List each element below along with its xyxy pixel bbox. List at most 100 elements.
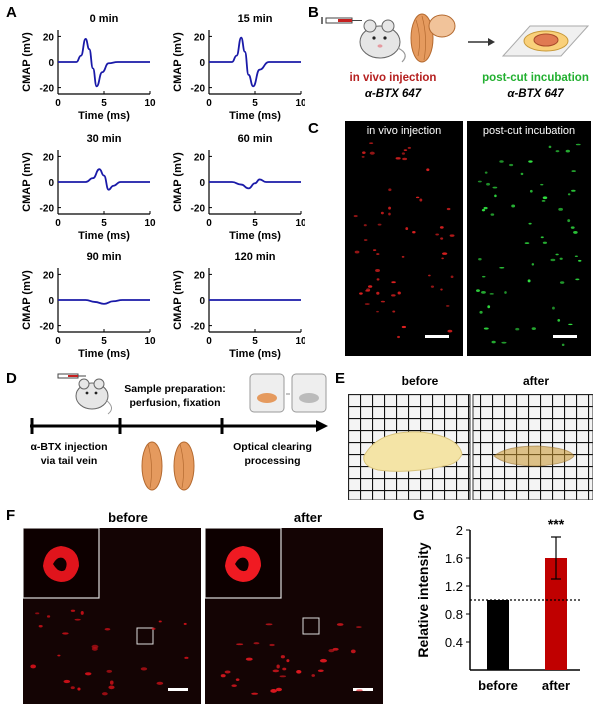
fluorescent-spot [528, 222, 532, 225]
x-tick-label: 5 [252, 218, 258, 229]
fluorescent-spot [439, 226, 444, 229]
x-axis-label: Time (ms) [229, 230, 281, 242]
fluorescent-spot [478, 258, 482, 261]
y-tick-label: 0 [199, 58, 205, 69]
fluorescent-spot [541, 200, 546, 202]
nmj-image-after [204, 527, 383, 704]
fluorescent-spot [446, 207, 451, 211]
fluorescent-spot [332, 647, 339, 651]
green-dots [476, 143, 582, 346]
fluorescent-spot [578, 259, 582, 262]
y-tick-label: 20 [43, 270, 55, 281]
nmj-red-dots [22, 527, 189, 696]
x-tick-label: 0 [55, 98, 61, 109]
fluorescent-spot [476, 289, 480, 292]
plot-title: 90 min [87, 251, 122, 263]
fluorescent-spot [401, 152, 406, 155]
fluorescent-spot [561, 343, 565, 346]
fluorescent-spot [270, 689, 277, 693]
fluorescent-spot [542, 241, 548, 244]
zoom-inset [22, 527, 100, 599]
fluorescent-spot [220, 674, 226, 678]
cmap-trace [58, 38, 150, 88]
fluorescent-spot [415, 196, 420, 199]
panel-label-a: A [6, 4, 17, 21]
bar [545, 558, 567, 670]
fluorescent-spot [376, 310, 379, 313]
x-tick-label: 10 [295, 98, 305, 109]
fluorescent-spot [511, 204, 516, 208]
fluorescent-spot [405, 227, 409, 231]
fluorescent-spot [440, 288, 443, 291]
label-in-vivo: in vivo injection [349, 72, 437, 84]
fluorescent-spot [573, 231, 578, 234]
fluorescent-spot [388, 188, 392, 192]
y-axis-label: CMAP (mV) [172, 32, 184, 92]
fluorescent-spot [571, 189, 576, 192]
scale-bar [425, 335, 449, 338]
fluorescent-spot [236, 643, 244, 646]
fluorescent-spot [311, 674, 315, 677]
fluorescent-spot [388, 212, 391, 216]
fluorescent-spot [557, 319, 561, 322]
x-tick-label: 0 [55, 218, 61, 229]
grid-photos [348, 394, 593, 500]
fluorescent-spot [377, 223, 382, 226]
fluorescent-spot [272, 669, 280, 673]
x-tick-label: 0 [206, 98, 212, 109]
significance-label: *** [548, 516, 565, 532]
postcut-fluorescence-image: post-cut incubation [467, 121, 591, 356]
fluorescent-spot [391, 281, 396, 284]
plot-title: 0 min [90, 13, 119, 25]
fluorescent-spot [251, 692, 259, 695]
panel-label-e: E [335, 370, 346, 387]
x-axis-label: Time (ms) [229, 110, 281, 122]
fluorescent-spot [442, 252, 448, 255]
fluorescent-spot [151, 627, 156, 630]
fluorescent-spot [430, 285, 435, 288]
fluorescent-spot [567, 193, 571, 196]
y-tick-label: 0 [199, 178, 205, 189]
x-tick-label: 10 [144, 218, 156, 229]
c-right-title: post-cut incubation [482, 125, 576, 137]
y-tick-label: -20 [40, 84, 55, 95]
y-tick-label: 1.6 [445, 551, 463, 566]
y-axis-label: CMAP (mV) [21, 152, 33, 212]
timeline-graphic [30, 373, 328, 491]
e-after-label: after [522, 374, 549, 388]
fluorescent-spot [477, 180, 482, 183]
fluorescent-spot [548, 145, 552, 149]
fluorescent-spot [509, 163, 514, 167]
fluorescent-spot [253, 642, 260, 645]
plot-title: 30 min [87, 133, 122, 145]
plot-title: 120 min [235, 251, 276, 263]
fluorescent-spot [319, 658, 328, 663]
fluorescent-spot [426, 168, 430, 172]
y-axis-label: CMAP (mV) [21, 32, 33, 92]
panel-f-images: before after [22, 510, 403, 706]
fluorescent-spot [77, 687, 81, 691]
step-sample-prep: Sample preparation: perfusion, fixation [110, 382, 240, 410]
bottle-icon [249, 373, 327, 413]
fluorescent-spot [481, 291, 486, 294]
fluorescent-spot [184, 656, 189, 659]
panel-label-f: F [6, 507, 16, 524]
fluorescent-spot [380, 211, 384, 215]
fluorescent-spot [489, 293, 494, 295]
fluorescent-spot [80, 610, 84, 615]
fluorescent-spot [559, 257, 563, 260]
zoom-box [302, 617, 320, 635]
arrow-icon [468, 38, 495, 46]
panel-label-g: G [413, 507, 425, 524]
fluorescent-spot [282, 667, 287, 671]
tissue-before [363, 431, 463, 472]
fluorescent-spot [70, 609, 76, 612]
red-dots [353, 142, 455, 339]
fluorescent-spot [392, 310, 396, 313]
relative-intensity-chart: 0.4 0.8 1.2 1.6 2 Relative intensity before aft… [415, 516, 580, 693]
muscle-icon [410, 13, 456, 63]
fluorescent-spot [487, 305, 491, 309]
